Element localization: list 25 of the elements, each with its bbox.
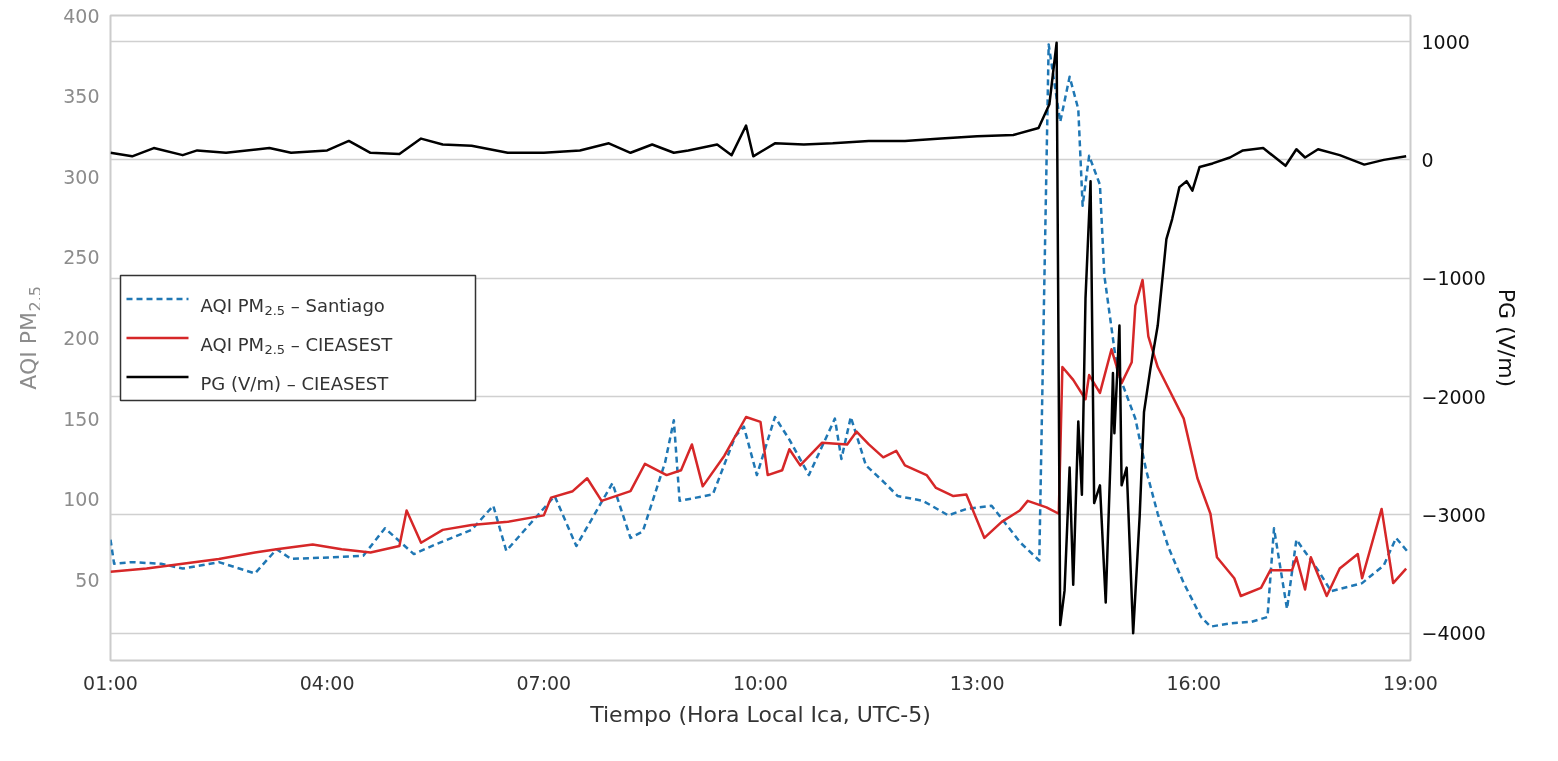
x-axis-title: Tiempo (Hora Local Ica, UTC-5) bbox=[589, 701, 931, 727]
y-tick-label: 400 bbox=[63, 4, 100, 27]
y-tick-label: 300 bbox=[63, 165, 100, 188]
x-tick-label: 19:00 bbox=[1383, 671, 1438, 694]
y-tick-label: 50 bbox=[75, 568, 100, 591]
y2-tick-label: 0 bbox=[1421, 148, 1434, 171]
y2-tick-label: −3000 bbox=[1421, 503, 1486, 526]
y-tick-label: 100 bbox=[63, 488, 100, 511]
x-tick-label: 01:00 bbox=[83, 671, 138, 694]
line-series bbox=[110, 278, 1408, 598]
y-tick-label: 150 bbox=[63, 407, 100, 430]
y2-tick-label: −4000 bbox=[1421, 622, 1486, 645]
legend-label: PG (V/m) – CIEASEST bbox=[200, 372, 390, 394]
y-tick-label: 250 bbox=[63, 246, 100, 269]
y-tick-label: 200 bbox=[63, 327, 100, 349]
y2-tick-label: −2000 bbox=[1421, 385, 1486, 408]
x-tick-label: 07:00 bbox=[516, 671, 572, 694]
x-tick-label: 04:00 bbox=[299, 671, 355, 694]
x-tick-label: 10:00 bbox=[733, 671, 788, 694]
y2-tick-label: 1000 bbox=[1421, 30, 1470, 53]
y2-axis-title: PG (V/m) bbox=[1493, 288, 1519, 388]
x-tick-label: 16:00 bbox=[1166, 671, 1222, 694]
x-tick-label: 13:00 bbox=[949, 671, 1005, 694]
y-tick-label: 350 bbox=[63, 85, 100, 108]
y2-tick-label: −1000 bbox=[1421, 267, 1486, 290]
